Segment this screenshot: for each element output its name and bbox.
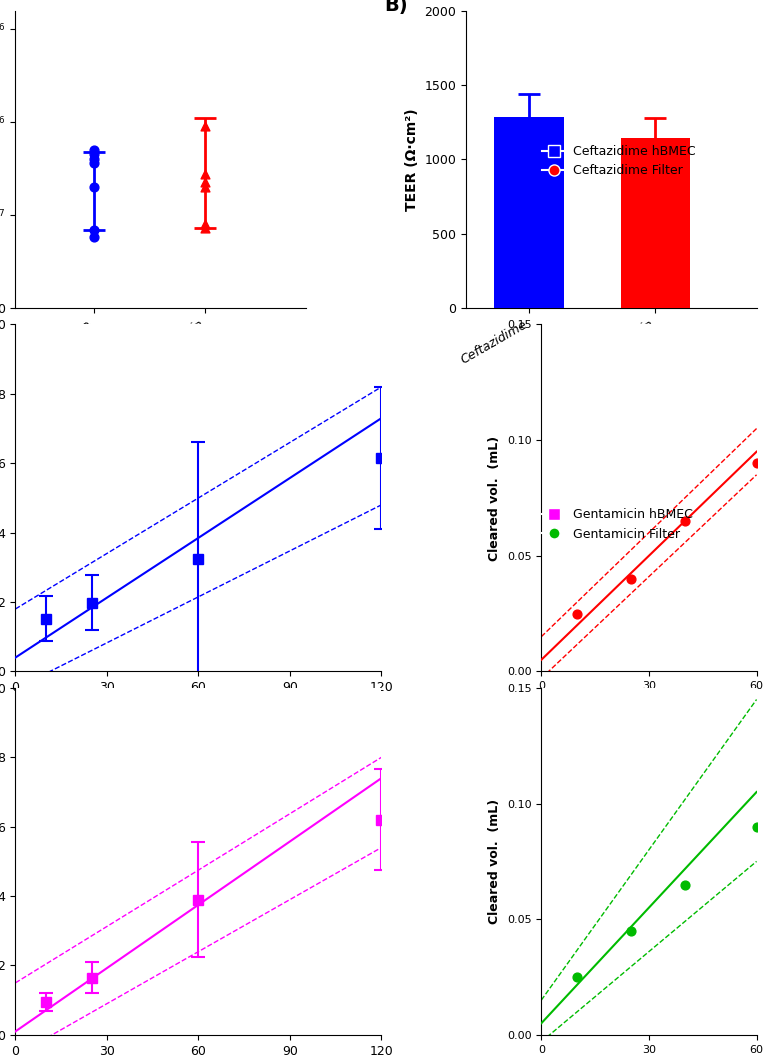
Bar bbox=[494, 117, 564, 308]
Point bbox=[679, 512, 691, 529]
Legend: Gentamicin hBMEC, Gentamicin Filter: Gentamicin hBMEC, Gentamicin Filter bbox=[537, 504, 698, 546]
Point bbox=[750, 455, 763, 472]
Legend: Ceftazidime hBMEC, Ceftazidime Filter: Ceftazidime hBMEC, Ceftazidime Filter bbox=[537, 139, 701, 182]
Point bbox=[199, 178, 212, 195]
Point bbox=[199, 173, 212, 190]
Point bbox=[199, 166, 212, 183]
X-axis label: Time (min): Time (min) bbox=[611, 697, 687, 710]
Point bbox=[625, 922, 637, 939]
Point bbox=[571, 605, 584, 622]
Point bbox=[199, 220, 212, 237]
Point bbox=[87, 222, 100, 239]
Point bbox=[679, 876, 691, 893]
Point bbox=[87, 146, 100, 163]
Point bbox=[199, 215, 212, 232]
Text: B): B) bbox=[384, 0, 408, 15]
Bar bbox=[621, 137, 690, 308]
Point bbox=[571, 968, 584, 985]
X-axis label: Time (min): Time (min) bbox=[156, 700, 241, 714]
Y-axis label: Cleared vol.  (mL): Cleared vol. (mL) bbox=[489, 435, 501, 561]
Point bbox=[199, 117, 212, 134]
Point bbox=[87, 151, 100, 168]
Point bbox=[625, 570, 637, 587]
Y-axis label: TEER (Ω·cm²): TEER (Ω·cm²) bbox=[405, 108, 418, 210]
Point bbox=[87, 229, 100, 246]
Point bbox=[87, 142, 100, 158]
Y-axis label: Cleared vol.  (mL): Cleared vol. (mL) bbox=[489, 798, 501, 924]
Point bbox=[750, 818, 763, 835]
Point bbox=[87, 154, 100, 171]
Point bbox=[87, 178, 100, 195]
